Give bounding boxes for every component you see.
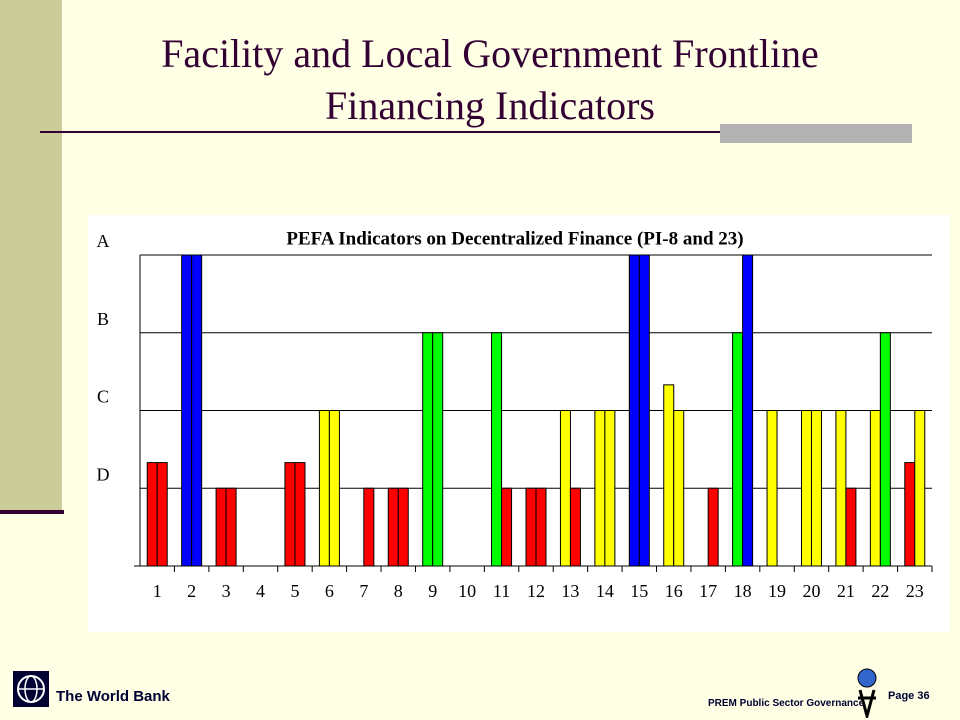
x-tick-label: 21 bbox=[837, 581, 855, 601]
x-tick-label: 17 bbox=[699, 581, 717, 601]
bar bbox=[663, 384, 675, 567]
bar bbox=[707, 487, 719, 567]
x-tick-label: 5 bbox=[290, 581, 299, 601]
x-tick-label: 13 bbox=[561, 581, 579, 601]
bar bbox=[604, 410, 616, 567]
bar bbox=[810, 410, 822, 567]
x-tick-label: 7 bbox=[359, 581, 368, 601]
org-name: The World Bank bbox=[56, 688, 170, 705]
bar bbox=[766, 410, 778, 567]
bar bbox=[191, 254, 203, 567]
x-tick-label: 3 bbox=[222, 581, 231, 601]
bar bbox=[904, 462, 916, 567]
bar bbox=[422, 332, 434, 567]
bar bbox=[535, 487, 547, 567]
world-bank-logo bbox=[13, 671, 49, 707]
bar bbox=[225, 487, 237, 567]
bar bbox=[432, 332, 444, 567]
x-tick-label: 9 bbox=[428, 581, 437, 601]
x-tick-label: 2 bbox=[187, 581, 196, 601]
bar bbox=[869, 410, 881, 567]
slide-title: Facility and Local Government Frontline … bbox=[161, 31, 819, 128]
figure-logo bbox=[857, 668, 877, 718]
bar bbox=[800, 410, 812, 567]
bar bbox=[387, 487, 399, 567]
left-band-rule bbox=[0, 510, 64, 514]
x-tick-label: 14 bbox=[596, 581, 614, 601]
x-tick-label: 8 bbox=[394, 581, 403, 601]
x-tick-label: 11 bbox=[493, 581, 510, 601]
y-tick-label: C bbox=[97, 387, 109, 407]
bar bbox=[501, 487, 513, 567]
bar bbox=[491, 332, 503, 567]
bar bbox=[397, 487, 409, 567]
x-tick-label: 6 bbox=[325, 581, 334, 601]
y-tick-label: A bbox=[97, 231, 110, 251]
bar bbox=[181, 254, 193, 567]
bar bbox=[835, 410, 847, 567]
bar bbox=[638, 254, 650, 567]
bar bbox=[569, 487, 581, 567]
x-tick-label: 22 bbox=[871, 581, 889, 601]
y-tick-label: D bbox=[97, 464, 110, 484]
page-number: Page 36 bbox=[888, 690, 930, 702]
bar bbox=[318, 410, 330, 567]
title-rule bbox=[40, 131, 912, 133]
bar bbox=[914, 410, 926, 567]
bar bbox=[156, 462, 168, 567]
bar bbox=[673, 410, 685, 567]
bar bbox=[525, 487, 537, 567]
x-tick-label: 1 bbox=[153, 581, 162, 601]
unit-name: PREM Public Sector Governance bbox=[708, 698, 865, 709]
x-tick-label: 23 bbox=[906, 581, 924, 601]
bar bbox=[628, 254, 640, 567]
x-tick-label: 16 bbox=[665, 581, 683, 601]
x-tick-label: 4 bbox=[256, 581, 265, 601]
x-tick-label: 19 bbox=[768, 581, 786, 601]
x-tick-label: 15 bbox=[630, 581, 648, 601]
y-tick-label: B bbox=[97, 309, 109, 329]
bar bbox=[879, 332, 891, 567]
chart-title: PEFA Indicators on Decentralized Finance… bbox=[286, 228, 743, 249]
bar bbox=[146, 462, 158, 567]
left-band bbox=[0, 0, 62, 510]
bar bbox=[215, 487, 227, 567]
bar bbox=[294, 462, 306, 567]
x-tick-label: 10 bbox=[458, 581, 476, 601]
bar bbox=[742, 254, 754, 567]
bar bbox=[732, 332, 744, 567]
bar bbox=[363, 487, 375, 567]
x-tick-label: 18 bbox=[734, 581, 752, 601]
bar bbox=[594, 410, 606, 567]
bar bbox=[559, 410, 571, 567]
bar bbox=[845, 487, 857, 567]
bar bbox=[328, 410, 340, 567]
title-accent bbox=[720, 124, 912, 143]
x-tick-label: 12 bbox=[527, 581, 545, 601]
x-tick-label: 20 bbox=[802, 581, 820, 601]
bar bbox=[284, 462, 296, 567]
